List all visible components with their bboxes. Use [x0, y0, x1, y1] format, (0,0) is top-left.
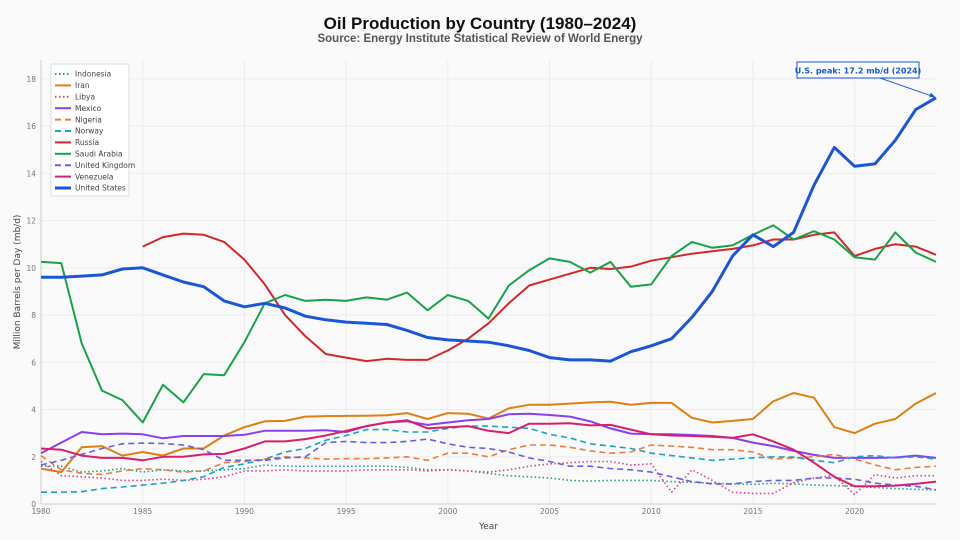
- legend-label: United Kingdom: [75, 161, 135, 170]
- legend-label: Norway: [75, 127, 104, 136]
- x-tick-label: 2005: [540, 507, 559, 516]
- series-line-united-states: [41, 96, 937, 363]
- x-tick-label: 2020: [845, 507, 864, 516]
- y-tick-label: 6: [31, 358, 36, 367]
- y-tick-label: 8: [31, 311, 36, 320]
- legend-label: Russia: [75, 138, 99, 147]
- y-tick-label: 0: [31, 500, 36, 509]
- chart-title: Oil Production by Country (1980–2024): [323, 14, 637, 33]
- annotation-box: [796, 61, 920, 79]
- x-tick-label: 2000: [438, 507, 457, 516]
- legend-label: Libya: [75, 93, 95, 102]
- x-tick-label: 2010: [642, 507, 661, 516]
- x-axis-label: Year: [478, 522, 498, 532]
- y-tick-label: 16: [26, 122, 36, 131]
- legend-label: Venezuela: [75, 172, 114, 181]
- legend-label: Iran: [75, 81, 90, 90]
- y-axis-label: Million Barrels per Day (mb/d): [13, 215, 23, 350]
- y-tick-label: 14: [26, 169, 36, 178]
- series-line-indonesia: [41, 464, 937, 491]
- series-line-saudi-arabia: [40, 224, 937, 424]
- x-tick-label: 1980: [31, 507, 50, 516]
- series-line-nigeria: [40, 444, 937, 476]
- legend-label: Mexico: [75, 104, 102, 113]
- y-tick-label: 2: [31, 453, 36, 462]
- series-line-mexico: [40, 412, 937, 459]
- y-tick-label: 12: [26, 217, 36, 226]
- legend-label: Nigeria: [75, 115, 102, 124]
- annotation-text: U.S. peak: 17.2 mb/d (2024): [795, 67, 922, 76]
- y-tick-label: 4: [31, 406, 36, 415]
- annotation-arrowhead: [929, 92, 936, 98]
- annotation-arrow: [879, 77, 935, 98]
- x-tick-label: 2015: [743, 507, 762, 516]
- y-tick-label: 18: [26, 75, 36, 84]
- series-line-united-kingdom: [40, 438, 937, 491]
- legend-label: United States: [75, 184, 126, 193]
- series-line-libya: [40, 460, 936, 496]
- legend-label: Indonesia: [75, 70, 111, 79]
- x-tick-label: 1995: [337, 507, 356, 516]
- y-tick-label: 10: [26, 264, 36, 273]
- x-tick-label: 1985: [133, 507, 152, 516]
- series-line-venezuela: [40, 419, 937, 488]
- legend: Indonesia Iran Libya Mexico Nigeria Norway Rus…: [50, 63, 135, 197]
- legend-label: Saudi Arabia: [75, 150, 123, 159]
- chart-subtitle: Source: Energy Institute Statistical Rev…: [317, 33, 643, 45]
- x-tick-label: 1990: [235, 507, 254, 516]
